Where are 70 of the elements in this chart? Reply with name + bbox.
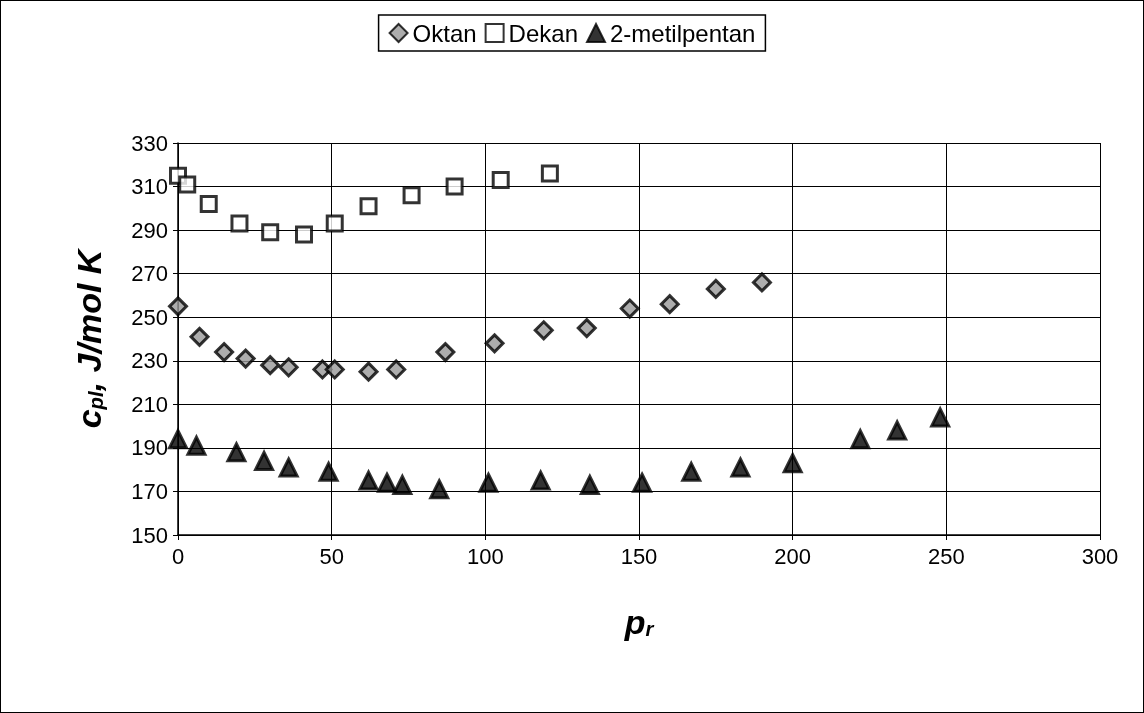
point — [261, 223, 280, 242]
point — [478, 472, 499, 493]
x-tick-label: 50 — [319, 543, 344, 569]
point — [540, 164, 559, 183]
point — [260, 355, 281, 376]
point — [278, 357, 299, 378]
point — [168, 296, 188, 317]
y-tick-label: 190 — [131, 435, 168, 461]
point — [435, 342, 456, 363]
x-tick-label: 250 — [927, 543, 965, 569]
legend-label: Oktan — [412, 19, 477, 47]
point — [230, 214, 249, 233]
y-tick-label: 170 — [131, 478, 168, 504]
point — [358, 361, 379, 382]
point — [325, 214, 344, 233]
point — [185, 433, 208, 456]
point — [295, 225, 314, 244]
point — [324, 359, 345, 380]
point — [887, 420, 908, 441]
point — [226, 442, 247, 463]
point — [850, 429, 871, 450]
point — [189, 326, 210, 347]
y-tick-label: 310 — [131, 174, 168, 200]
x-tick-label: 200 — [774, 543, 812, 569]
point — [529, 468, 552, 491]
point — [168, 429, 188, 450]
point — [278, 457, 299, 478]
point — [533, 320, 554, 341]
x-tick-label: 100 — [466, 543, 504, 569]
y-tick-label: 230 — [131, 348, 168, 374]
point — [930, 407, 951, 428]
point — [576, 318, 597, 339]
point — [705, 278, 726, 299]
point — [579, 474, 600, 495]
point — [254, 450, 275, 471]
point — [357, 468, 379, 491]
point — [491, 171, 510, 190]
point — [751, 272, 772, 293]
y-tick-label: 250 — [131, 304, 168, 330]
x-tick-label: 150 — [620, 543, 658, 569]
point — [199, 194, 218, 213]
x-axis-title: pr — [623, 603, 655, 641]
x-tick-label: 0 — [171, 543, 185, 569]
point — [235, 348, 256, 369]
point — [318, 461, 339, 482]
point — [619, 298, 640, 319]
point — [386, 359, 407, 380]
point — [632, 472, 653, 493]
point — [376, 472, 397, 493]
point — [782, 453, 803, 474]
legend-label: Dekan — [508, 19, 578, 47]
point — [730, 457, 751, 478]
point — [392, 474, 413, 495]
point — [445, 177, 464, 196]
y-tick-label: 330 — [131, 130, 168, 156]
point — [178, 175, 197, 194]
point — [214, 342, 235, 363]
point — [359, 197, 378, 216]
point — [429, 479, 450, 500]
legend-label: 2-metilpentan — [609, 19, 756, 47]
y-axis-title: cpl, J/mol K — [70, 247, 108, 429]
y-tick-label: 270 — [131, 261, 168, 287]
y-tick-label: 290 — [131, 217, 168, 243]
point — [681, 461, 702, 482]
point — [659, 294, 680, 315]
y-tick-label: 210 — [131, 391, 168, 417]
y-tick-label: 150 — [131, 522, 168, 548]
x-tick-label: 300 — [1081, 543, 1119, 569]
point — [484, 333, 505, 354]
point — [402, 186, 421, 205]
